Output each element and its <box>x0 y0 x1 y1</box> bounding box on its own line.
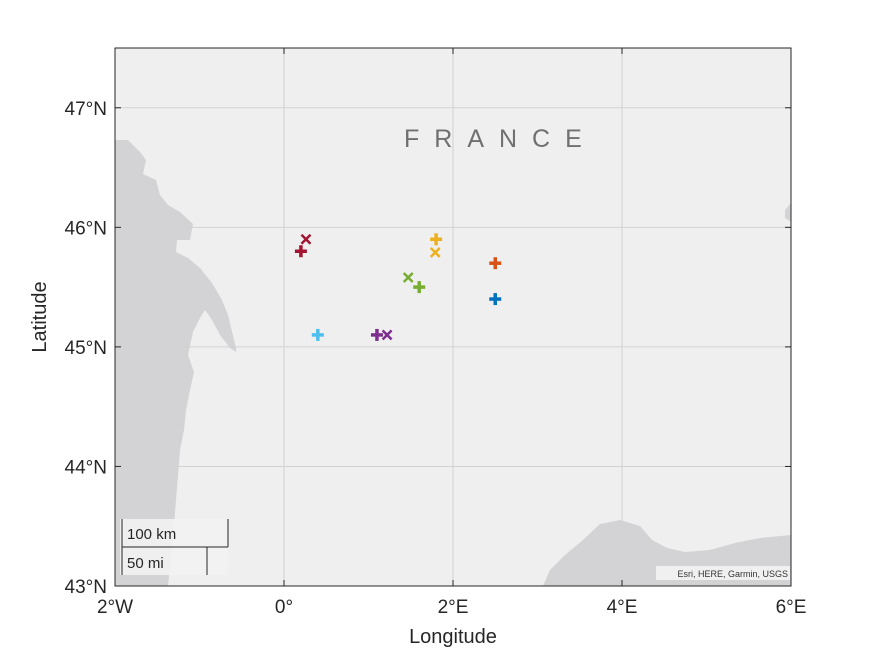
country-label-france: FRANCE <box>404 125 597 153</box>
map-attribution: Esri, HERE, Garmin, USGS <box>677 569 788 579</box>
x-marker <box>429 247 441 258</box>
plus-marker <box>370 328 383 341</box>
y-tick-label: 43°N <box>65 577 107 598</box>
scale-mi-label: 50 mi <box>127 555 164 572</box>
y-tick-label: 44°N <box>65 457 107 478</box>
axis-tick-labels: 2°W 0° 2°E 4°E 6°E 43°N 44°N 45°N 46°N 47°N <box>65 99 807 618</box>
x-tick-label: 2°W <box>97 597 133 618</box>
plus-marker <box>489 293 502 306</box>
y-tick-label: 46°N <box>65 218 107 239</box>
x-tick-label: 2°E <box>438 597 469 618</box>
data-markers <box>294 233 502 341</box>
east-water <box>785 203 791 222</box>
y-axis-label: Latitude <box>29 281 51 352</box>
x-tick-label: 0° <box>275 597 293 618</box>
plus-marker <box>413 281 426 294</box>
gridlines <box>115 48 791 586</box>
x-tick-label: 6°E <box>776 597 807 618</box>
scale-km-label: 100 km <box>127 526 176 543</box>
y-tick-label: 47°N <box>65 99 107 120</box>
x-marker <box>402 272 414 283</box>
atlantic-water <box>115 140 236 586</box>
x-axis-label: Longitude <box>409 626 497 648</box>
plus-marker <box>294 245 307 258</box>
plus-marker <box>489 257 502 270</box>
x-tick-label: 4°E <box>607 597 638 618</box>
y-tick-label: 45°N <box>65 338 107 359</box>
x-marker <box>381 329 393 341</box>
x-marker <box>300 233 312 245</box>
axis-ticks <box>114 48 792 587</box>
plus-marker <box>311 328 324 341</box>
plus-marker <box>430 233 443 246</box>
scale-bar: 100 km 50 mi <box>120 519 229 575</box>
